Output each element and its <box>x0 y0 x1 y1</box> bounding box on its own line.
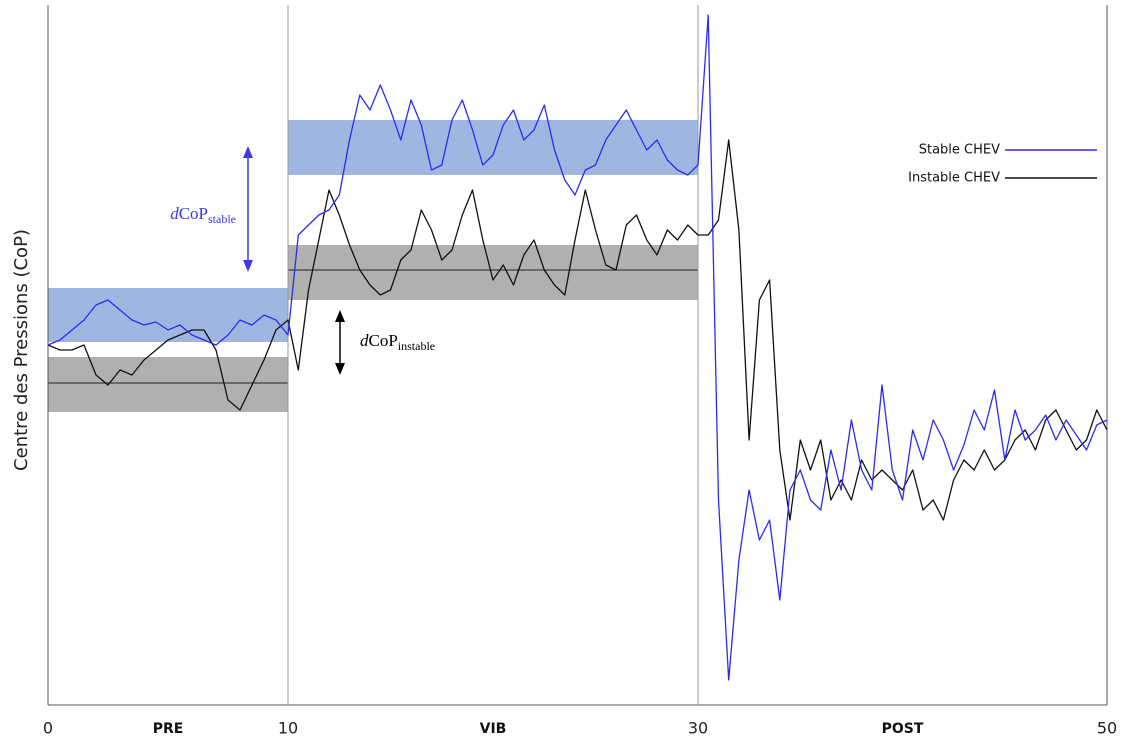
range-band <box>48 357 288 412</box>
x-tick-label: 50 <box>1097 719 1117 738</box>
phase-label: VIB <box>480 721 507 737</box>
legend-label: Instable CHEV <box>908 171 1000 186</box>
range-band <box>48 288 288 342</box>
annotation: dCoPinstable <box>360 331 435 353</box>
annotation-text: CoP <box>179 204 208 223</box>
range-band <box>288 120 698 175</box>
annotation-sub: instable <box>398 339 435 353</box>
range-band <box>288 245 698 300</box>
data-line <box>47 14 1108 681</box>
phase-label: PRE <box>153 721 184 737</box>
annotation-sub: stable <box>208 212 236 226</box>
x-tick-label: 10 <box>278 719 298 738</box>
annotation-text: CoP <box>369 331 398 350</box>
x-tick-label: 30 <box>688 719 708 738</box>
phase-label: POST <box>882 721 924 737</box>
data-line <box>47 139 1108 521</box>
annotation-italic: d <box>360 331 369 350</box>
legend-label: Stable CHEV <box>919 143 1000 158</box>
x-tick-label: 0 <box>43 719 53 738</box>
annotation-italic: d <box>170 204 179 223</box>
annotation: dCoPstable <box>170 204 236 226</box>
y-axis-label: Centre des Pressions (CoP) <box>11 229 32 471</box>
